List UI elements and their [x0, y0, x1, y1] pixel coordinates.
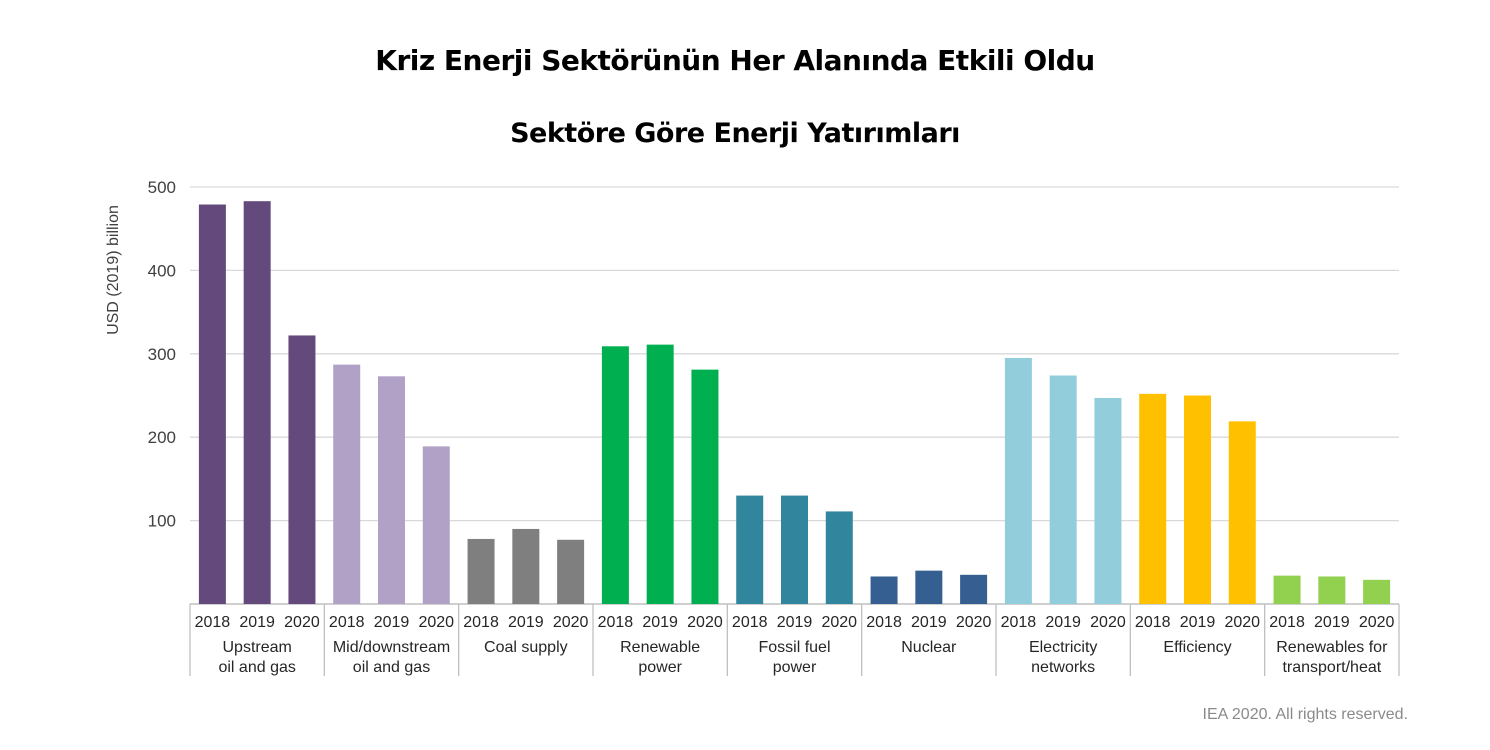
- bar: [198, 204, 226, 604]
- page-title: Kriz Enerji Sektörünün Her Alanında Etki…: [375, 44, 1095, 77]
- x-year-label: 2018: [598, 614, 634, 631]
- bar: [1094, 398, 1122, 604]
- x-category-label: Fossil fuel: [758, 639, 830, 656]
- y-tick-label: 100: [148, 512, 176, 531]
- x-year-label: 2018: [1135, 614, 1171, 631]
- bar: [870, 576, 898, 604]
- bar: [422, 446, 450, 604]
- x-year-label: 2019: [1180, 614, 1216, 631]
- bar: [288, 335, 316, 604]
- bar: [601, 346, 629, 604]
- bar: [512, 528, 540, 604]
- bar: [781, 495, 808, 604]
- x-year-label: 2019: [1314, 614, 1350, 631]
- x-year-label: 2018: [329, 614, 365, 631]
- x-category-label: Upstream: [222, 639, 291, 656]
- x-year-label: 2020: [821, 614, 857, 631]
- bar: [1139, 393, 1167, 604]
- x-category-label: Electricity: [1029, 639, 1097, 656]
- x-year-label: 2020: [1224, 614, 1260, 631]
- bar: [960, 574, 988, 604]
- chart-subtitle: Sektöre Göre Enerji Yatırımları: [510, 118, 960, 149]
- x-year-label: 2018: [1001, 614, 1037, 631]
- bar: [825, 511, 853, 604]
- y-tick-label: 500: [148, 178, 176, 197]
- x-year-label: 2019: [1045, 614, 1081, 631]
- y-tick-label: 300: [148, 345, 176, 364]
- x-year-label: 2020: [284, 614, 320, 631]
- x-year-label: 2020: [1359, 614, 1395, 631]
- bar: [1273, 575, 1301, 604]
- x-category-label: Renewable: [620, 639, 700, 656]
- bar: [736, 495, 764, 604]
- bar: [557, 539, 585, 604]
- copyright-footer: IEA 2020. All rights reserved.: [1202, 706, 1408, 723]
- bar: [1318, 576, 1346, 604]
- bar: [333, 364, 361, 604]
- x-category-label: Mid/downstream: [333, 639, 450, 656]
- x-year-label: 2019: [374, 614, 410, 631]
- x-year-label: 2018: [866, 614, 902, 631]
- x-category-label: networks: [1031, 659, 1095, 676]
- bar: [1363, 579, 1391, 604]
- x-category-label: Coal supply: [484, 639, 568, 656]
- x-year-label: 2019: [911, 614, 947, 631]
- x-year-label: 2018: [732, 614, 768, 631]
- x-year-label: 2019: [777, 614, 813, 631]
- bar-chart: 100 200 300 400 500 USD (2019) billion 2018 201…: [105, 178, 1400, 676]
- bar: [1184, 395, 1211, 604]
- x-category-label: oil and gas: [353, 659, 430, 676]
- x-year-label: 2020: [553, 614, 589, 631]
- bar: [1004, 357, 1032, 604]
- x-year-label: 2019: [642, 614, 678, 631]
- x-category-label: Nuclear: [901, 639, 957, 656]
- bar: [915, 570, 943, 604]
- x-category-label: power: [638, 659, 682, 676]
- x-year-label: 2019: [508, 614, 544, 631]
- x-category-label: power: [773, 659, 817, 676]
- x-year-label: 2018: [1269, 614, 1305, 631]
- x-category-label: oil and gas: [218, 659, 295, 676]
- bar: [1228, 421, 1256, 604]
- x-year-label: 2020: [418, 614, 454, 631]
- x-year-label: 2020: [1090, 614, 1126, 631]
- x-category-label: Efficiency: [1163, 639, 1231, 656]
- bar: [467, 538, 495, 604]
- y-tick-label: 400: [148, 261, 176, 280]
- bar: [691, 369, 719, 604]
- x-year-label: 2018: [463, 614, 499, 631]
- y-tick-label: 200: [148, 428, 176, 447]
- x-year-label: 2019: [239, 614, 275, 631]
- x-year-label: 2020: [687, 614, 723, 631]
- x-year-label: 2018: [195, 614, 231, 631]
- y-axis-title: USD (2019) billion: [105, 205, 122, 335]
- x-category-label: Renewables for: [1276, 639, 1388, 656]
- bar: [243, 201, 271, 605]
- x-year-label: 2020: [956, 614, 992, 631]
- bar: [378, 376, 405, 604]
- bar: [646, 344, 674, 604]
- x-category-label: transport/heat: [1282, 659, 1381, 676]
- bar: [1049, 375, 1077, 604]
